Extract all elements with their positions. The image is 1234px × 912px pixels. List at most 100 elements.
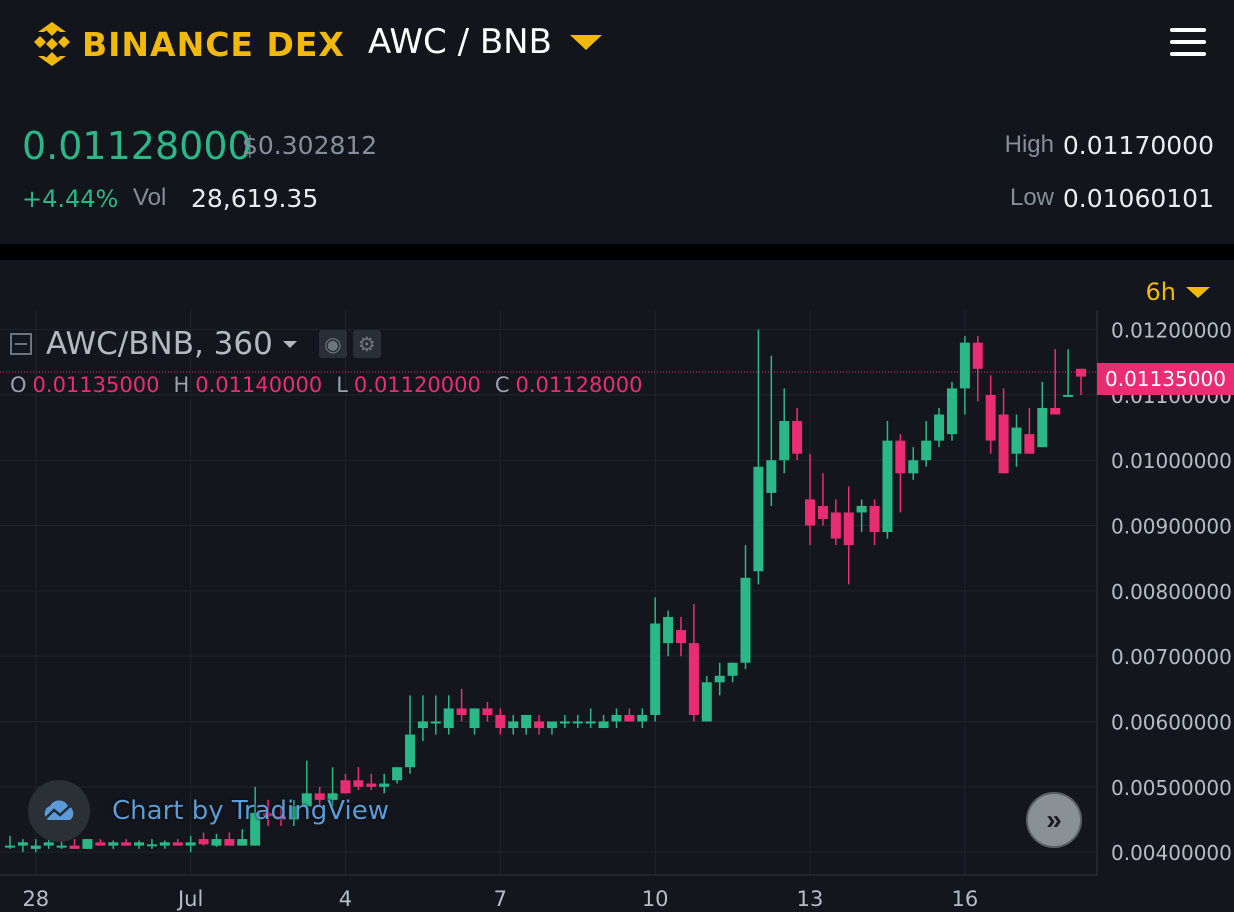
gear-icon[interactable]: ⚙ <box>352 330 381 358</box>
candle-body <box>972 342 983 369</box>
current-price-tag: 0.01135000 <box>1097 363 1234 395</box>
candle-body <box>430 721 441 724</box>
candle-body <box>172 842 183 846</box>
interval-selector[interactable]: 6h <box>1146 278 1210 306</box>
pair-selector[interactable]: AWC / BNB <box>368 22 602 62</box>
candle-body <box>727 662 738 676</box>
chart-panel[interactable] <box>0 260 1234 912</box>
caret-down-icon[interactable] <box>282 340 297 348</box>
candle-body <box>663 616 674 644</box>
candle-body <box>288 806 299 820</box>
scroll-to-realtime-button[interactable]: » <box>1026 792 1082 848</box>
candle-body <box>882 440 893 533</box>
candle-body <box>843 512 854 546</box>
candle-body <box>237 839 248 846</box>
candle-body <box>701 682 712 722</box>
volume-label: Vol <box>133 184 167 211</box>
y-tick-label: 0.00500000 <box>1111 776 1232 800</box>
y-tick-label: 0.00600000 <box>1111 711 1232 735</box>
candle-body <box>1050 407 1061 415</box>
pair-label: AWC / BNB <box>368 22 552 62</box>
interval-label: 6h <box>1145 278 1176 306</box>
candle-body <box>637 714 648 722</box>
candle-body <box>611 714 622 722</box>
candle-body <box>159 842 170 846</box>
candle-body <box>392 767 403 781</box>
candle-body <box>869 505 880 533</box>
candle-body <box>805 499 816 526</box>
candle-body <box>198 839 209 845</box>
candle-body <box>1063 394 1074 397</box>
candle-body <box>585 721 596 724</box>
candle-body <box>534 721 545 729</box>
y-tick-label: 0.00700000 <box>1111 645 1232 669</box>
top-bar: BINANCE DEX AWC / BNB 0.01128000 $0.3028… <box>0 0 1234 244</box>
x-tick-label: 7 <box>494 887 507 911</box>
candle-body <box>417 721 428 729</box>
ohlc-readout: O 0.01135000 H 0.01140000 L 0.01120000 C… <box>10 373 656 397</box>
chart-legend: AWC/BNB, 360 ◉ ⚙ <box>10 326 381 362</box>
candle-body <box>546 721 557 729</box>
low-label: Low <box>1009 184 1054 211</box>
candle-body <box>830 512 841 539</box>
candle-body <box>650 623 661 715</box>
symbol-label[interactable]: AWC/BNB, 360 <box>46 326 273 362</box>
candle-body <box>211 839 222 846</box>
candle-body <box>121 842 132 846</box>
candle-body <box>817 505 828 520</box>
candle-body <box>998 414 1009 474</box>
change-percent: +4.44% <box>22 185 119 213</box>
eye-icon[interactable]: ◉ <box>318 330 347 358</box>
candle-body <box>275 816 286 820</box>
y-tick-label: 0.00400000 <box>1111 841 1232 865</box>
candle-body <box>405 734 416 768</box>
y-tick-label: 0.00800000 <box>1111 580 1232 604</box>
candle-body <box>482 708 493 715</box>
caret-down-icon <box>1186 286 1210 298</box>
candle-body <box>753 466 764 572</box>
volume-value: 28,619.35 <box>191 184 319 213</box>
brand-name: BINANCE DEX <box>82 24 345 64</box>
candle-body <box>314 793 325 800</box>
candle-body <box>134 842 145 846</box>
candle-body <box>895 440 906 474</box>
candle-body <box>559 721 570 724</box>
candle-body <box>146 844 157 847</box>
candle-body <box>934 414 945 441</box>
high-value: 0.01170000 <box>1062 131 1214 160</box>
low-value: 0.01060101 <box>1062 184 1214 213</box>
candle-body <box>250 812 261 846</box>
brand[interactable]: BINANCE DEX <box>30 22 345 66</box>
usd-price: $0.302812 <box>242 131 378 160</box>
candle-body <box>353 780 364 787</box>
candle-body <box>598 721 609 729</box>
candle-body <box>779 421 790 461</box>
tradingview-watermark[interactable]: Chart by TradingView <box>28 780 389 842</box>
candle-body <box>624 714 635 722</box>
binance-logo-icon <box>34 22 70 66</box>
x-tick-label: 16 <box>952 887 979 911</box>
candle-body <box>69 845 80 849</box>
hamburger-menu-icon[interactable] <box>1170 28 1206 58</box>
candle-body <box>921 440 932 461</box>
x-tick-label: 28 <box>22 887 49 911</box>
candle-body <box>495 714 506 729</box>
candle-body <box>5 845 15 848</box>
candle-body <box>572 721 583 724</box>
candle-body <box>263 812 274 817</box>
candle-body <box>985 394 996 441</box>
candle-body <box>688 643 699 715</box>
candle-body <box>1011 427 1022 454</box>
candle-body <box>340 780 351 794</box>
candle-body <box>301 793 312 807</box>
close-value: 0.01128000 <box>515 373 643 397</box>
collapse-legend-button[interactable] <box>10 333 32 355</box>
candle-body <box>1037 407 1048 448</box>
candle-body <box>714 675 725 683</box>
section-divider <box>0 244 1234 260</box>
candle-body <box>108 842 119 846</box>
candle-body <box>521 714 532 729</box>
candle-body <box>946 388 957 435</box>
low-value: 0.01120000 <box>353 373 481 397</box>
